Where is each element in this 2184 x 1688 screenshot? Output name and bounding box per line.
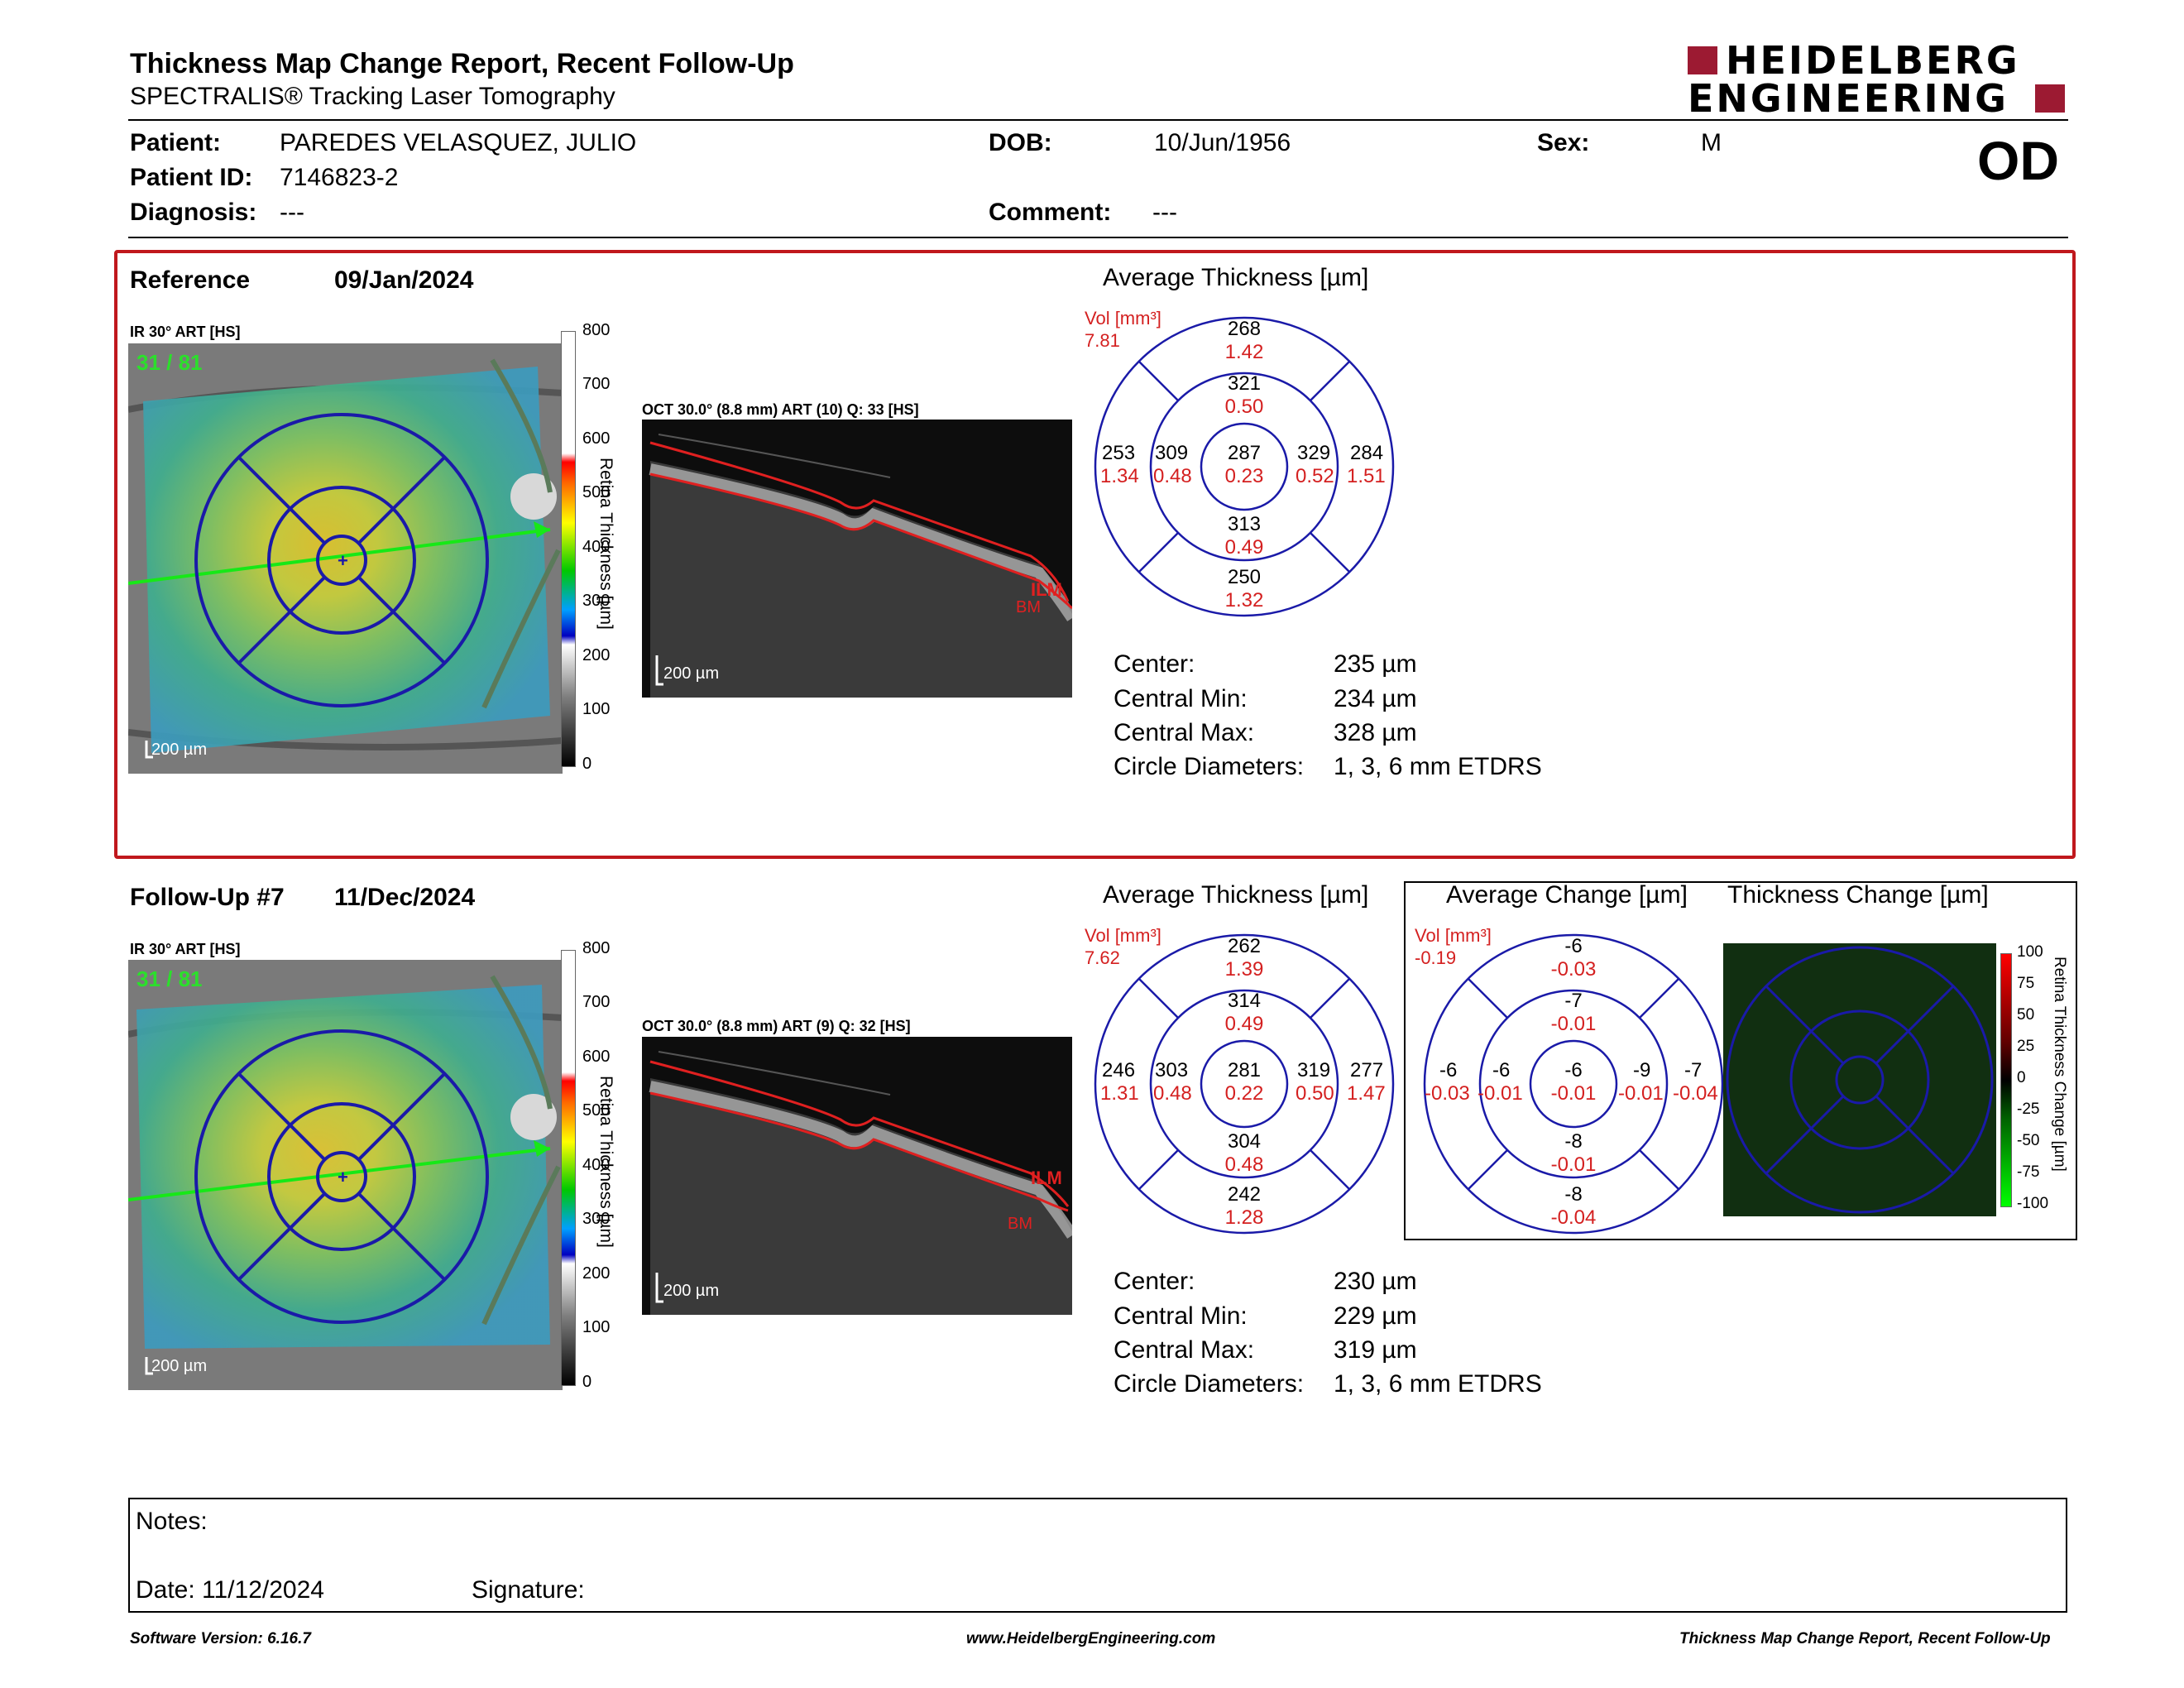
reference-center-label: Center: <box>1114 650 1195 678</box>
footer-software: Software Version: 6.16.7 <box>130 1630 311 1647</box>
reference-colorbar-ticks: 800 700 600 500 400 300 200 100 0 <box>582 321 611 773</box>
notes-box[interactable] <box>128 1498 2067 1613</box>
reference-min-value: 234 µm <box>1334 685 1417 712</box>
followup-label: Follow-Up #7 <box>130 884 285 911</box>
comment-value: --- <box>1152 199 1177 226</box>
change-panel <box>1404 881 2077 1240</box>
followup-bm-label: BM <box>1008 1215 1032 1233</box>
dob-label: DOB: <box>989 129 1052 156</box>
followup-max-label: Central Max: <box>1114 1336 1255 1364</box>
reference-max-label: Central Max: <box>1114 719 1255 746</box>
reference-section <box>114 250 2076 859</box>
followup-map-scale: 200 µm <box>151 1357 207 1375</box>
patient-name: PAREDES VELASQUEZ, JULIO <box>280 129 637 156</box>
dob-value: 10/Jun/1956 <box>1154 129 1291 156</box>
report-title: Thickness Map Change Report, Recent Foll… <box>130 48 794 79</box>
followup-date: 11/Dec/2024 <box>334 884 476 911</box>
reference-vol-total: 7.81 <box>1085 330 1120 351</box>
header-divider <box>128 119 2068 121</box>
notes-date: Date: 11/12/2024 <box>136 1576 324 1604</box>
followup-vol-total: 7.62 <box>1085 947 1120 968</box>
followup-oct-scan: ILM BM 200 µm <box>642 1037 1072 1315</box>
reference-avg-title: Average Thickness [µm] <box>1103 264 1369 291</box>
eye-label: OD <box>1977 130 2059 191</box>
followup-min-value: 229 µm <box>1334 1302 1417 1330</box>
patient-id-label: Patient ID: <box>130 164 253 191</box>
reference-etdrs-grid <box>1094 316 1395 617</box>
thickness-change-colorbar <box>2000 953 2012 1207</box>
reference-min-label: Central Min: <box>1114 685 1248 712</box>
reference-map-scale: 200 µm <box>151 741 207 759</box>
reference-vol-label: Vol [mm³] <box>1085 308 1161 328</box>
followup-vol-label: Vol [mm³] <box>1085 925 1161 946</box>
change-title: Average Change [µm] <box>1446 881 1688 909</box>
reference-ilm-label: ILM <box>1031 579 1062 600</box>
diagnosis-label: Diagnosis: <box>130 199 257 226</box>
followup-etdrs-grid <box>1094 933 1395 1235</box>
thickness-change-title: Thickness Change [µm] <box>1727 881 1989 909</box>
reference-colorbar <box>561 331 576 767</box>
followup-center-value: 230 µm <box>1334 1268 1417 1295</box>
comment-label: Comment: <box>989 199 1112 226</box>
change-vol-total: -0.19 <box>1415 947 1457 968</box>
thickness-change-map <box>1723 943 1996 1216</box>
followup-oct-scale: 200 µm <box>663 1282 719 1300</box>
followup-diam-value: 1, 3, 6 mm ETDRS <box>1334 1370 1542 1398</box>
patient-id-value: 7146823-2 <box>280 164 399 191</box>
followup-etdrs-values: 262 1.39 314 0.49 246 1.31 303 0.48 281 … <box>1100 935 1386 1229</box>
followup-ir-label: IR 30° ART [HS] <box>130 941 241 957</box>
followup-colorbar <box>561 950 576 1386</box>
followup-max-value: 319 µm <box>1334 1336 1417 1364</box>
footer-report: Thickness Map Change Report, Recent Foll… <box>1679 1630 2051 1647</box>
diagnosis-value: --- <box>280 199 304 226</box>
reference-thickness-map: + 31 / 81 200 µm <box>128 343 563 774</box>
reference-colorbar-title: Retina Thickness [µm] <box>596 458 615 630</box>
svg-text:+: + <box>338 550 348 571</box>
heidelberg-logo: HEIDELBERG ENGINEERING <box>1688 38 2068 121</box>
logo-line-2: ENGINEERING <box>1688 76 2009 121</box>
sex-value: M <box>1701 129 1722 156</box>
signature-label: Signature: <box>472 1576 585 1604</box>
followup-oct-label: OCT 30.0° (8.8 mm) ART (9) Q: 32 [HS] <box>642 1018 911 1034</box>
reference-art-overlay: 31 / 81 <box>136 350 203 375</box>
followup-ilm-label: ILM <box>1031 1168 1062 1188</box>
reference-bm-label: BM <box>1016 598 1041 616</box>
reference-oct-scan: ILM BM 200 µm <box>642 420 1072 698</box>
patient-label: Patient: <box>130 129 222 156</box>
reference-max-value: 328 µm <box>1334 719 1417 746</box>
reference-diam-value: 1, 3, 6 mm ETDRS <box>1334 753 1542 780</box>
thickness-change-ticks: 100 75 50 25 0 -25 -50 -75 -100 <box>2017 943 2049 1212</box>
followup-min-label: Central Min: <box>1114 1302 1248 1330</box>
reference-oct-scale: 200 µm <box>663 664 719 683</box>
followup-art-overlay: 31 / 81 <box>136 966 203 991</box>
reference-ir-label: IR 30° ART [HS] <box>130 324 241 340</box>
change-etdrs-grid <box>1423 933 1724 1235</box>
reference-label: Reference <box>130 266 251 294</box>
patient-divider <box>128 237 2068 238</box>
followup-colorbar-ticks: 800 700 600 500 400 300 200 100 0 <box>582 939 611 1391</box>
reference-center-value: 235 µm <box>1334 650 1417 678</box>
reference-etdrs-values: 268 1.42 321 0.50 253 1.34 309 0.48 287 … <box>1100 318 1386 611</box>
followup-diam-label: Circle Diameters: <box>1114 1370 1305 1398</box>
footer-website[interactable]: www.HeidelbergEngineering.com <box>966 1630 1216 1647</box>
notes-label: Notes: <box>136 1508 208 1535</box>
report-subtitle: SPECTRALIS® Tracking Laser Tomography <box>130 83 615 110</box>
sex-label: Sex: <box>1537 129 1590 156</box>
reference-diam-label: Circle Diameters: <box>1114 753 1305 780</box>
reference-oct-label: OCT 30.0° (8.8 mm) ART (10) Q: 33 [HS] <box>642 401 919 418</box>
followup-colorbar-title: Retina Thickness [µm] <box>596 1076 615 1248</box>
svg-text:+: + <box>338 1167 348 1187</box>
followup-center-label: Center: <box>1114 1268 1195 1295</box>
followup-thickness-map: + 31 / 81 200 µm <box>128 960 563 1390</box>
followup-avg-title: Average Thickness [µm] <box>1103 881 1369 909</box>
change-etdrs-values: -6 -0.03 -7 -0.01 -6 -0.03 -6 -0.01 -6 -… <box>1425 935 1718 1229</box>
reference-date: 09/Jan/2024 <box>334 266 474 294</box>
change-vol-label: Vol [mm³] <box>1415 925 1492 946</box>
logo-line-1: HEIDELBERG <box>1726 38 2020 83</box>
thickness-change-colorbar-title: Retina Thickness Change [µm] <box>2051 957 2068 1172</box>
